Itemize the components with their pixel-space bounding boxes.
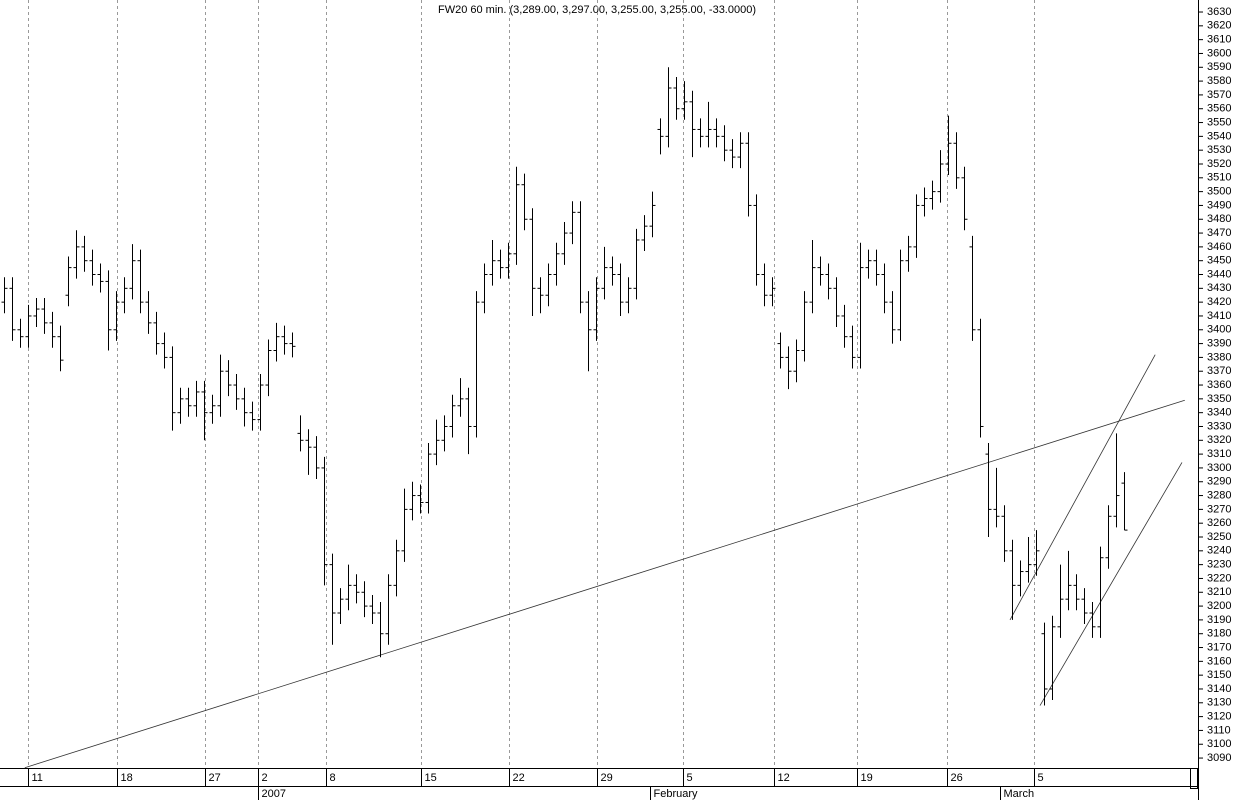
y-tick-label: 3360 xyxy=(1207,379,1231,391)
x-tick-label: 5 xyxy=(687,772,693,784)
y-tick-label: 3460 xyxy=(1207,241,1231,253)
y-tick-label: 3260 xyxy=(1207,517,1231,529)
y-tick-label: 3620 xyxy=(1207,20,1231,32)
x-tick-label: 11 xyxy=(32,772,43,784)
y-tick-label: 3610 xyxy=(1207,34,1231,46)
y-tick-label: 3430 xyxy=(1207,282,1231,294)
trend-line xyxy=(1039,462,1183,706)
y-tick-label: 3160 xyxy=(1207,655,1231,667)
y-tick-label: 3590 xyxy=(1207,61,1231,73)
y-tick-label: 3300 xyxy=(1207,462,1231,474)
y-tick-label: 3470 xyxy=(1207,227,1231,239)
y-tick-label: 3320 xyxy=(1207,434,1231,446)
y-tick-label: 3180 xyxy=(1207,628,1231,640)
y-tick-label: 3580 xyxy=(1207,75,1231,87)
y-tick-label: 3440 xyxy=(1207,268,1231,280)
y-tick-label: 3140 xyxy=(1207,683,1231,695)
y-tick-label: 3240 xyxy=(1207,545,1231,557)
y-tick-label: 3570 xyxy=(1207,89,1231,101)
y-tick-label: 3280 xyxy=(1207,489,1231,501)
trend-line xyxy=(1009,354,1156,621)
x-tick-label: 18 xyxy=(121,772,133,784)
y-tick-label: 3520 xyxy=(1207,158,1231,170)
y-tick-label: 3190 xyxy=(1207,614,1231,626)
y-tick-label: 3290 xyxy=(1207,476,1231,488)
x-tick-label: 26 xyxy=(951,772,963,784)
y-tick-label: 3480 xyxy=(1207,213,1231,225)
y-tick-label: 3330 xyxy=(1207,420,1231,432)
x-tick-label: 5 xyxy=(1038,772,1044,784)
y-tick-label: 3220 xyxy=(1207,572,1231,584)
x-tick-label: 2 xyxy=(262,772,268,784)
x-tick-label: 12 xyxy=(778,772,790,784)
y-tick-label: 3150 xyxy=(1207,669,1231,681)
y-tick-label: 3530 xyxy=(1207,144,1231,156)
y-tick-label: 3200 xyxy=(1207,600,1231,612)
x-tick-label: 8 xyxy=(330,772,336,784)
y-tick-label: 3110 xyxy=(1207,724,1231,736)
y-tick-label: 3400 xyxy=(1207,324,1231,336)
y-tick-label: 3340 xyxy=(1207,407,1231,419)
y-tick-label: 3130 xyxy=(1207,697,1231,709)
y-tick-label: 3390 xyxy=(1207,337,1231,349)
y-tick-label: 3420 xyxy=(1207,296,1231,308)
y-tick-label: 3170 xyxy=(1207,641,1231,653)
month-label: March xyxy=(1004,788,1035,800)
y-tick-label: 3090 xyxy=(1207,752,1231,764)
y-tick-label: 3380 xyxy=(1207,351,1231,363)
chart-title: FW20 60 min. (3,289.00, 3,297.00, 3,255.… xyxy=(438,4,756,16)
trend-line xyxy=(24,399,1185,769)
y-tick-label: 3210 xyxy=(1207,586,1231,598)
y-tick-label: 3100 xyxy=(1207,738,1231,750)
x-tick-label: 27 xyxy=(209,772,221,784)
x-tick-label: 15 xyxy=(425,772,437,784)
y-tick-label: 3270 xyxy=(1207,503,1231,515)
y-tick-label: 3250 xyxy=(1207,531,1231,543)
y-tick-label: 3450 xyxy=(1207,255,1231,267)
y-tick-label: 3490 xyxy=(1207,199,1231,211)
scroll-box xyxy=(1190,768,1198,789)
y-tick-label: 3370 xyxy=(1207,365,1231,377)
month-label: 2007 xyxy=(262,788,286,800)
x-tick-label: 22 xyxy=(513,772,525,784)
x-tick-label: 29 xyxy=(601,772,613,784)
y-tick-label: 3560 xyxy=(1207,103,1231,115)
y-tick-label: 3120 xyxy=(1207,711,1231,723)
y-tick-label: 3540 xyxy=(1207,130,1231,142)
y-tick-label: 3410 xyxy=(1207,310,1231,322)
y-tick-label: 3500 xyxy=(1207,186,1231,198)
y-tick-label: 3630 xyxy=(1207,6,1231,18)
month-label: February xyxy=(654,788,699,800)
y-tick-label: 3600 xyxy=(1207,47,1231,59)
y-tick-label: 3550 xyxy=(1207,116,1231,128)
y-tick-label: 3350 xyxy=(1207,393,1231,405)
y-tick-label: 3510 xyxy=(1207,172,1231,184)
x-tick-label: 19 xyxy=(861,772,873,784)
y-tick-label: 3230 xyxy=(1207,559,1231,571)
y-tick-label: 3310 xyxy=(1207,448,1231,460)
